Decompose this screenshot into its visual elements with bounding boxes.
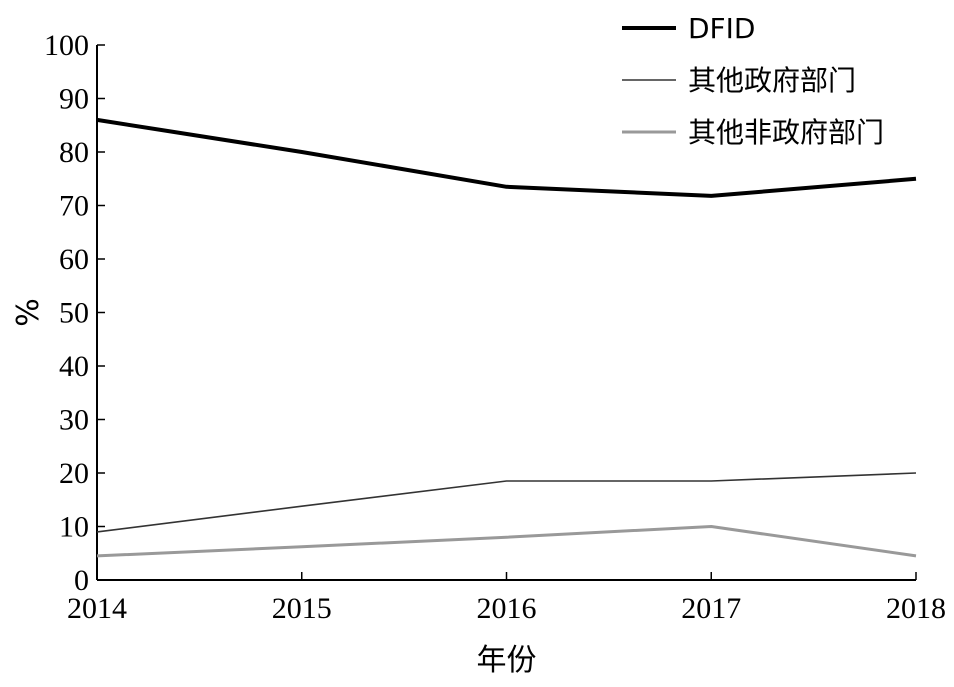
y-tick-label: 100 — [44, 29, 89, 62]
x-tick-label: 2015 — [272, 592, 332, 625]
y-axis-title: % — [11, 298, 46, 327]
series-line-1 — [96, 117, 917, 198]
legend-label-2: 其他政府部门 — [688, 64, 856, 97]
series-line-2 — [96, 472, 917, 533]
y-tick-label: 20 — [59, 457, 89, 490]
y-tick-label: 80 — [59, 136, 89, 169]
legend-label-1: DFID — [688, 12, 755, 45]
y-tick-label: 40 — [59, 350, 89, 383]
y-tick-label: 90 — [59, 83, 89, 116]
x-axis-title: 年份 — [477, 643, 537, 678]
y-tick-label: 70 — [59, 190, 89, 223]
x-tick-label: 2018 — [886, 592, 946, 625]
y-tick-label: 60 — [59, 243, 89, 276]
x-tick-label: 2014 — [67, 592, 127, 625]
y-tick-label: 30 — [59, 404, 89, 437]
series-layer — [96, 117, 917, 558]
x-tick-label: 2017 — [681, 592, 741, 625]
y-tick-label: 10 — [59, 511, 89, 544]
x-tick-label: 2016 — [477, 592, 537, 625]
y-tick-label: 50 — [59, 297, 89, 330]
y-tick-label: 0 — [74, 564, 89, 597]
legend-label-3: 其他非政府部门 — [688, 116, 884, 149]
series-line-3 — [96, 525, 917, 558]
axes: 0 10 20 30 40 50 60 70 80 90 100 2014 2015 2016 2017 20… — [44, 29, 946, 625]
